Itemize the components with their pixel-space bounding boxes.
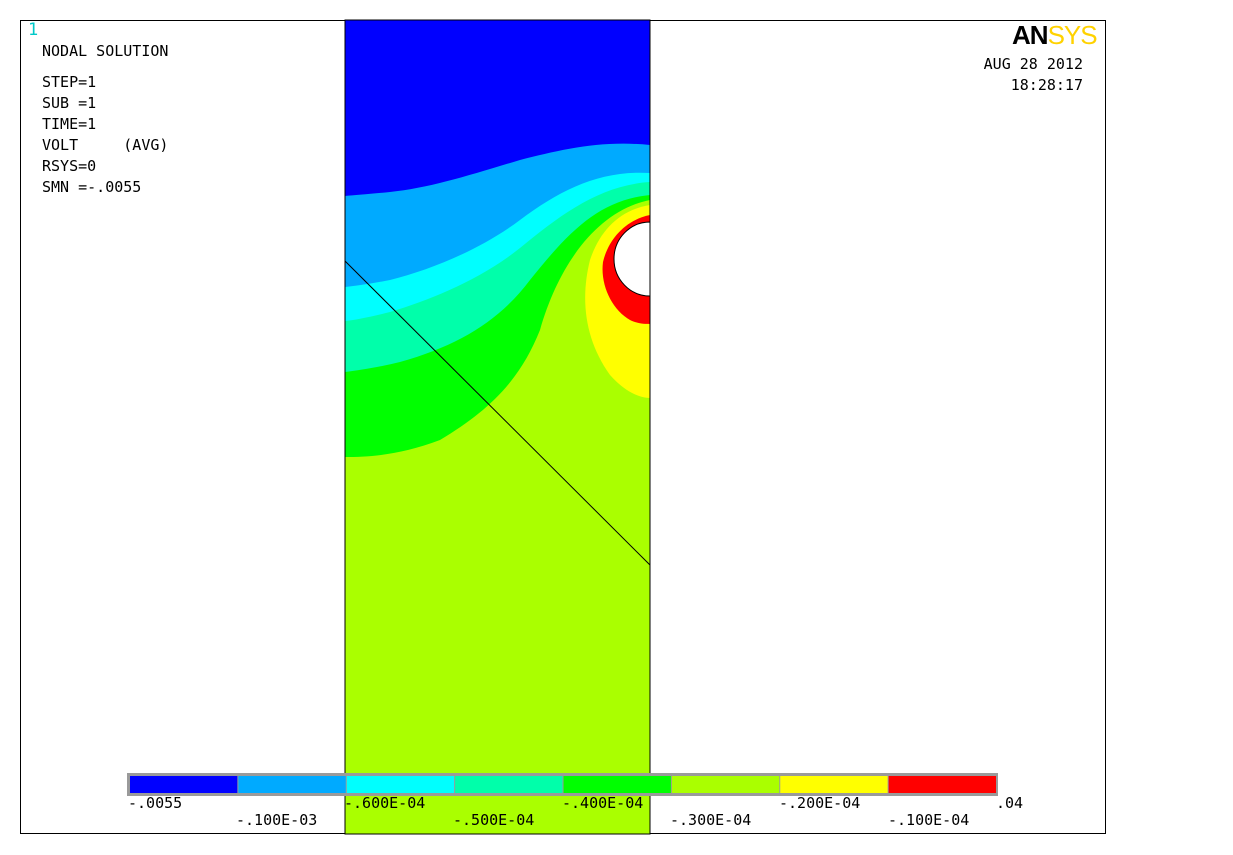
hole [613, 221, 651, 297]
legend-swatch-6 [780, 776, 888, 793]
legend-label-top-2: -.400E-04 [562, 794, 644, 812]
path-line [344, 260, 651, 566]
ansys-logo: ANSYS [1012, 20, 1098, 50]
time-label: 18:28:17 [1010, 76, 1083, 94]
info-smn: SMN =-.0055 [42, 178, 142, 196]
legend-label-top-4: .04 [996, 794, 1024, 812]
contour-band-blue [345, 20, 650, 196]
legend-swatch-4 [563, 776, 671, 793]
info-title: NODAL SOLUTION [42, 42, 169, 60]
legend-label-bottom-3: -.100E-04 [888, 811, 970, 829]
info-time: TIME=1 [42, 115, 97, 133]
info-rsys: RSYS=0 [42, 157, 97, 175]
info-sub: SUB =1 [42, 94, 97, 112]
model-boundary [344, 19, 651, 835]
legend-swatch-5 [671, 776, 780, 793]
legend-swatch-0 [130, 776, 238, 793]
legend-label-bottom-0: -.100E-03 [236, 811, 318, 829]
date-label: AUG 28 2012 [983, 55, 1083, 73]
legend-label-top-3: -.200E-04 [779, 794, 861, 812]
legend-label-top-0: -.0055 [128, 794, 183, 812]
legend-label-bottom-2: -.300E-04 [670, 811, 752, 829]
legend-label-bottom-1: -.500E-04 [453, 811, 535, 829]
info-volt: VOLT (AVG) [42, 136, 169, 154]
window-number: 1 [28, 20, 39, 40]
info-step: STEP=1 [42, 73, 97, 91]
legend-label-top-1: -.600E-04 [344, 794, 426, 812]
legend-swatch-1 [238, 776, 346, 793]
legend-swatch-2 [346, 776, 455, 793]
legend-swatch-3 [455, 776, 563, 793]
legend-swatch-7 [888, 776, 996, 793]
legend-bar [127, 773, 998, 796]
